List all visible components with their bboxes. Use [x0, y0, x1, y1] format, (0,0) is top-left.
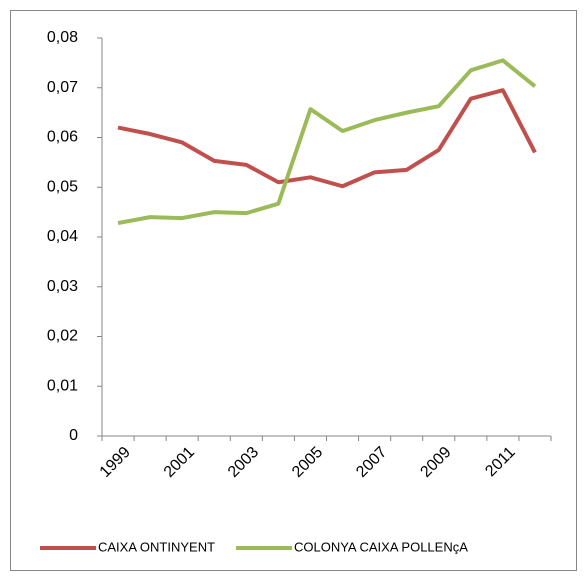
- y-tick-label: 0,02: [47, 328, 78, 345]
- y-tick-label: 0,06: [47, 129, 78, 146]
- y-tick-label: 0: [69, 427, 78, 444]
- chart-frame: [10, 10, 577, 571]
- series-line: [117, 58, 537, 226]
- y-tick-label: 0,01: [47, 377, 78, 394]
- y-tick-label: 0,07: [47, 79, 78, 96]
- legend-label: COLONYA CAIXA POLLENçA: [294, 539, 468, 554]
- y-tick-label: 0,03: [47, 278, 78, 295]
- legend-label: CAIXA ONTINYENT: [98, 539, 215, 554]
- y-tick-label: 0,05: [47, 178, 78, 195]
- y-tick-label: 0,04: [47, 228, 78, 245]
- series-line: [117, 88, 537, 189]
- y-tick-label: 0,08: [47, 29, 78, 46]
